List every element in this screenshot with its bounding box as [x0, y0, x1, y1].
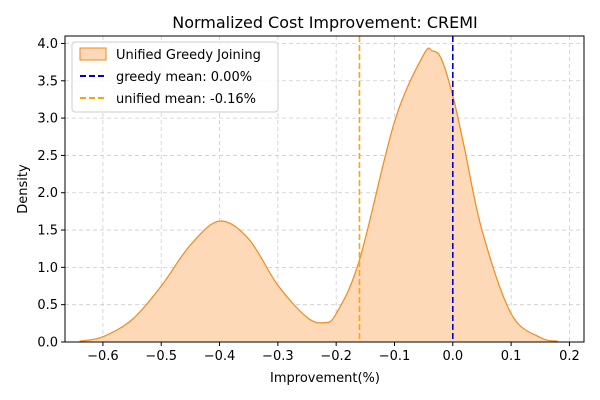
plot-frame	[64, 35, 585, 343]
mean-lines-layer	[358, 36, 454, 342]
legend-label-unified-mean: unified mean: -0.16%	[116, 92, 256, 107]
y-tick-label: 3.0	[37, 112, 58, 127]
y-tick-label: 1.5	[37, 224, 58, 239]
y-axis-ticks: 0.0 0.5 1.0 1.5 2.0 2.5 3.0 3.5 4.0	[37, 37, 65, 351]
x-tick-label: 0.1	[501, 349, 522, 364]
density-area-fill	[79, 48, 558, 343]
y-tick-label: 2.0	[37, 186, 58, 201]
y-tick-label: 0.0	[37, 336, 58, 351]
x-tick-label: −0.3	[262, 349, 294, 364]
x-axis-ticks: −0.6 −0.5 −0.4 −0.3 −0.2 −0.1 0.0 0.1 0.2	[87, 342, 580, 364]
legend-label-greedy-mean: greedy mean: 0.00%	[116, 70, 252, 85]
legend: Unified Greedy Joining greedy mean: 0.00…	[71, 41, 279, 113]
x-tick-label: −0.1	[379, 349, 411, 364]
x-tick-label: 0.2	[559, 349, 580, 364]
x-tick-label: 0.0	[442, 349, 463, 364]
legend-label-area: Unified Greedy Joining	[116, 48, 261, 63]
y-tick-label: 2.5	[37, 149, 58, 164]
chart-title: Normalized Cost Improvement: CREMI	[172, 13, 478, 32]
y-tick-label: 4.0	[37, 37, 58, 52]
y-tick-label: 1.0	[37, 261, 58, 276]
x-tick-label: −0.4	[204, 349, 236, 364]
x-tick-label: −0.2	[320, 349, 352, 364]
y-axis-label: Density	[16, 164, 31, 214]
x-tick-label: −0.5	[145, 349, 177, 364]
legend-box	[71, 41, 279, 113]
y-tick-label: 3.5	[37, 74, 58, 89]
y-tick-label: 0.5	[37, 298, 58, 313]
x-axis-label: Improvement(%)	[270, 371, 380, 386]
density-area-layer	[79, 47, 558, 343]
density-curve	[79, 47, 558, 342]
x-tick-label: −0.6	[87, 349, 119, 364]
legend-swatch-area	[79, 47, 107, 61]
